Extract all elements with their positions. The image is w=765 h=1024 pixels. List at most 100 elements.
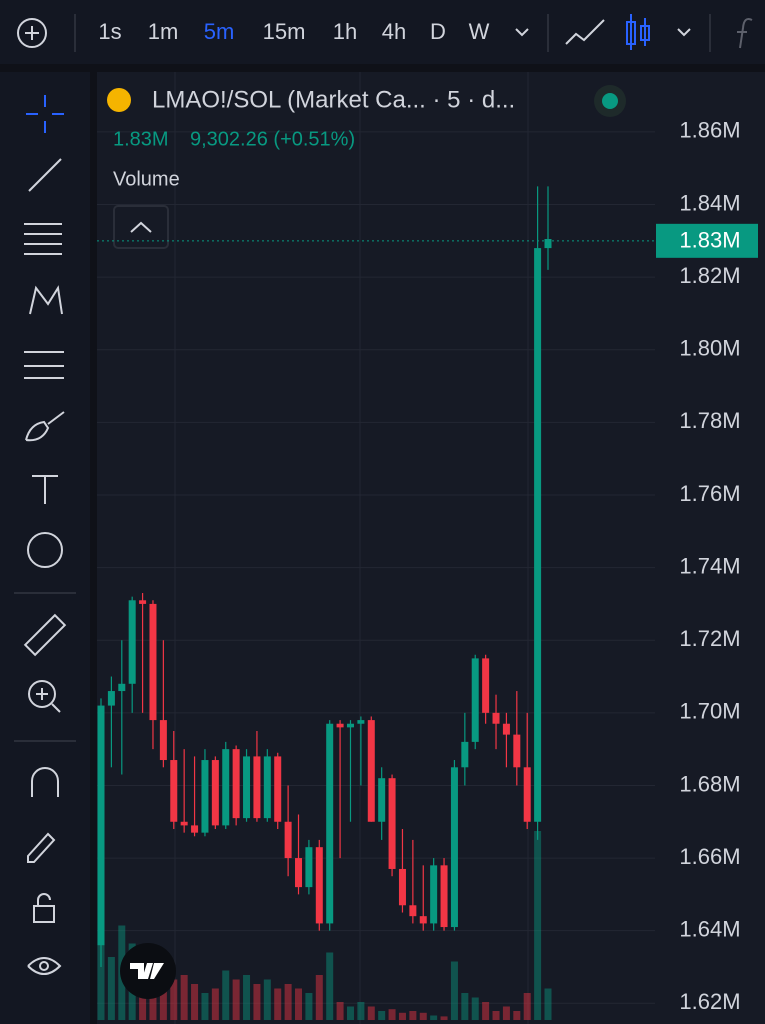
volume-bar (295, 988, 303, 1020)
add-icon[interactable] (17, 18, 47, 48)
candle-body (191, 825, 199, 833)
y-tick-label: 1.78M (679, 408, 740, 433)
interval-button[interactable]: 1s (98, 19, 121, 44)
projection-tool[interactable] (24, 351, 64, 379)
icon-part (37, 893, 51, 906)
crosshair-tool[interactable] (26, 95, 64, 133)
candle-body (409, 905, 417, 917)
volume-bar (461, 993, 469, 1020)
interval-button[interactable]: D (430, 19, 446, 44)
y-tick-label: 1.76M (679, 481, 740, 506)
y-tick-label: 1.84M (679, 190, 740, 215)
volume-bar (523, 993, 531, 1020)
candle-body (107, 691, 115, 706)
candle-body (326, 723, 334, 924)
interval-button[interactable]: 15m (263, 19, 306, 44)
volume-bar (201, 993, 209, 1020)
interval-button[interactable]: 1m (148, 19, 179, 44)
status-dot (602, 93, 618, 109)
candle-body (482, 658, 490, 713)
chart-type-menu[interactable] (677, 28, 691, 37)
volume-bar (315, 975, 323, 1020)
magnet-tool[interactable] (31, 767, 59, 797)
left-toolbar (0, 72, 90, 1024)
volume-bar (170, 979, 178, 1020)
candle-body (502, 723, 510, 735)
brush-tool[interactable] (25, 411, 65, 442)
emoji-tool[interactable] (27, 532, 63, 568)
volume-bar (409, 1011, 417, 1020)
volume-bar (159, 970, 167, 1020)
candle-body (243, 756, 251, 819)
grid (97, 72, 655, 1024)
candle-icon[interactable] (626, 14, 650, 50)
collapse-button[interactable] (113, 205, 169, 249)
toolbar-intervals: 1s 1m 5m 15m 1h 4h D W (98, 19, 489, 44)
chart-title: LMAO!/SOL (Market Ca... · 5 · d... (152, 86, 515, 113)
candle-body (180, 821, 188, 826)
volume-bar (544, 988, 552, 1020)
collapse-icon (130, 221, 152, 233)
more-intervals[interactable] (515, 28, 529, 37)
icon-part (36, 688, 61, 713)
interval-button[interactable]: 4h (382, 19, 406, 44)
visibility-tool[interactable] (27, 957, 62, 975)
text-tool[interactable] (32, 475, 58, 504)
volume-bar (253, 984, 261, 1020)
interval-button[interactable]: W (469, 19, 490, 44)
volume-bar (513, 1011, 521, 1020)
last-price-tag (656, 223, 758, 258)
y-tick-label: 1.66M (679, 844, 740, 869)
fib-tool[interactable] (24, 223, 62, 255)
candle-body (398, 868, 406, 906)
volume-bar (534, 831, 542, 1020)
volume-bar (430, 1015, 438, 1020)
candle-body (367, 720, 375, 822)
volume-bar (274, 988, 282, 1020)
volume-bar (367, 1006, 375, 1020)
lock-tool[interactable] (33, 905, 55, 923)
interval-button[interactable]: 5m (204, 19, 235, 44)
candle-body (232, 749, 240, 819)
volume-bar (191, 984, 199, 1020)
y-tick-label: 1.74M (679, 553, 740, 578)
candle-body (284, 821, 292, 859)
candle-body (378, 778, 386, 822)
candle-body (139, 600, 147, 604)
last-price-label: 1.83M (679, 228, 740, 253)
volume-bar (492, 1011, 500, 1020)
zoom-tool[interactable] (28, 680, 56, 708)
volume-bar (232, 979, 240, 1020)
pattern-tool[interactable] (29, 285, 63, 315)
volume-label: Volume (113, 168, 180, 190)
ruler-tool[interactable] (23, 613, 67, 657)
candle-body (471, 658, 479, 742)
candle-body (295, 858, 303, 888)
candle-body (274, 756, 282, 822)
line-chart-icon[interactable] (565, 19, 605, 45)
candle-body (159, 720, 167, 761)
volume-bar (419, 1012, 427, 1020)
top-icons (17, 14, 753, 52)
volume-bar (440, 1016, 448, 1020)
indicators-icon[interactable] (737, 18, 753, 49)
candle-body (222, 749, 230, 826)
candles (97, 186, 552, 967)
candle-body (263, 756, 271, 819)
volume-bar (482, 1002, 490, 1020)
candle-body (419, 916, 427, 924)
y-tick-label: 1.82M (679, 263, 740, 288)
lock-drawing-tool[interactable] (27, 832, 56, 863)
logo-mark (130, 963, 164, 979)
candle-body (388, 778, 396, 869)
volume-bar (357, 1002, 365, 1020)
y-tick-label: 1.80M (679, 336, 740, 361)
interval-button[interactable]: 1h (333, 19, 357, 44)
candle-body (544, 239, 552, 249)
candle-body (430, 865, 438, 924)
candle-body (305, 847, 313, 888)
trendline-tool[interactable] (28, 158, 62, 192)
candle-body (492, 712, 500, 724)
